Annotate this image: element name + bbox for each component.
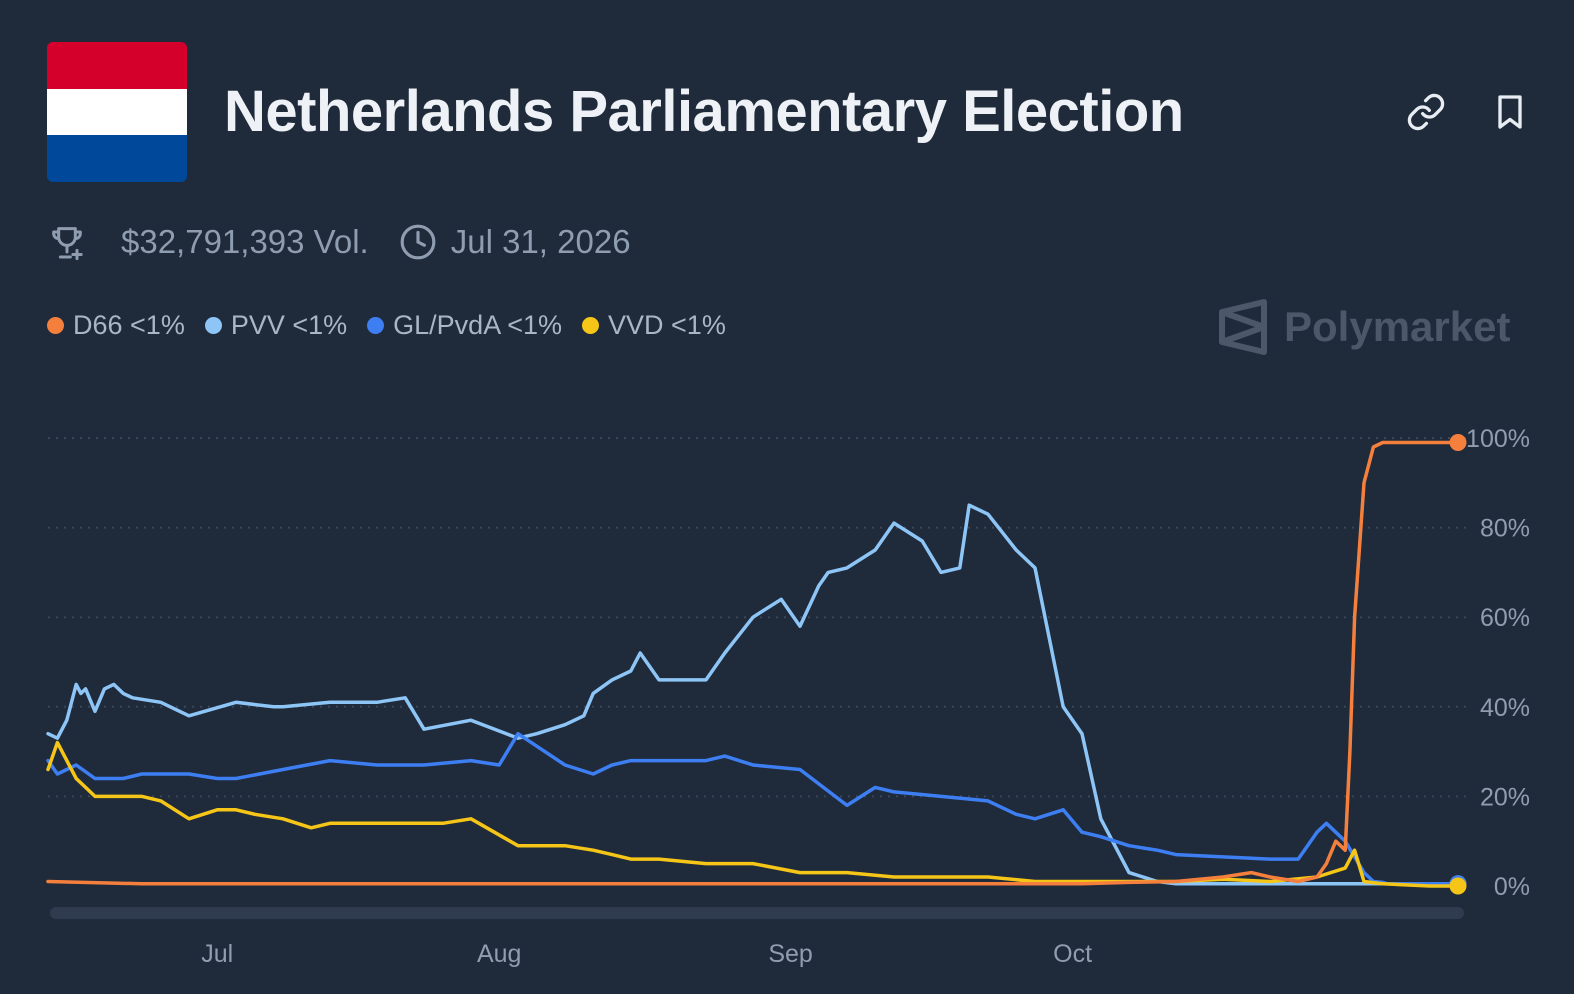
series-line-pvv[interactable]: [46, 503, 1460, 886]
time-range-scrollbar[interactable]: [50, 907, 1464, 919]
y-tick-label: 0%: [1494, 873, 1530, 901]
bookmark-icon: [1498, 95, 1522, 129]
trophy-icon: [52, 227, 83, 261]
x-axis-labels: Jul Aug Sep Oct: [201, 940, 1092, 968]
chart-series: [46, 440, 1460, 888]
y-tick-label: 100%: [1466, 425, 1530, 453]
netherlands-flag: [47, 42, 187, 182]
legend-item-vvd[interactable]: VVD <1%: [582, 310, 726, 341]
chart-legend: D66 <1% PVV <1% GL/PvdA <1% VVD <1%: [47, 310, 746, 341]
chart-gridlines: [48, 437, 1468, 798]
y-tick-label: 40%: [1480, 694, 1530, 722]
y-axis-labels: 0% 20% 40% 60% 80% 100%: [1466, 425, 1530, 901]
end-marker-d66: [1449, 433, 1467, 451]
legend-dot: [47, 317, 64, 334]
x-tick-label: Jul: [201, 940, 233, 968]
legend-label: VVD <1%: [608, 310, 726, 340]
x-tick-label: Aug: [477, 940, 521, 968]
legend-dot: [582, 317, 600, 334]
legend-dot: [367, 317, 385, 334]
y-tick-label: 80%: [1480, 515, 1530, 543]
price-history-chart[interactable]: 0% 20% 40% 60% 80% 100% Jul Aug Sep Oct: [0, 400, 1574, 994]
volume-text: $32,791,393 Vol.: [121, 223, 369, 260]
legend-dot: [204, 317, 222, 334]
y-tick-label: 60%: [1480, 604, 1530, 632]
brand-name: Polymarket: [1284, 303, 1511, 350]
flag-stripe-red: [47, 42, 187, 89]
polymarket-watermark: Polymarket: [1216, 298, 1510, 356]
flag-stripe-blue: [47, 135, 187, 182]
legend-item-d66[interactable]: D66 <1%: [47, 310, 185, 341]
flag-stripe-white: [47, 88, 187, 136]
link-icon: [1407, 93, 1445, 131]
copy-link-button[interactable]: [1406, 92, 1446, 132]
chart-end-markers: [1449, 433, 1467, 895]
y-tick-label: 20%: [1480, 783, 1530, 811]
legend-label: D66 <1%: [73, 310, 185, 340]
page-title: Netherlands Parliamentary Election: [224, 79, 1184, 144]
bookmark-button[interactable]: [1490, 92, 1530, 132]
legend-item-pvv[interactable]: PVV <1%: [204, 310, 348, 341]
end-marker-vvd: [1449, 877, 1467, 895]
market-meta: $32,791,393 Vol. Jul 31, 2026: [47, 220, 631, 264]
clock-icon: [400, 224, 436, 260]
legend-label: GL/PvdA <1%: [393, 310, 563, 340]
legend-label: PVV <1%: [230, 310, 348, 340]
polymarket-logo-icon: [1219, 299, 1267, 355]
series-line-d66[interactable]: [46, 440, 1460, 886]
x-tick-label: Sep: [768, 940, 812, 968]
end-date-text: Jul 31, 2026: [450, 223, 631, 260]
series-line-gl-pvda[interactable]: [46, 731, 1460, 886]
legend-item-gl-pvda[interactable]: GL/PvdA <1%: [367, 310, 562, 341]
x-tick-label: Oct: [1053, 940, 1092, 968]
